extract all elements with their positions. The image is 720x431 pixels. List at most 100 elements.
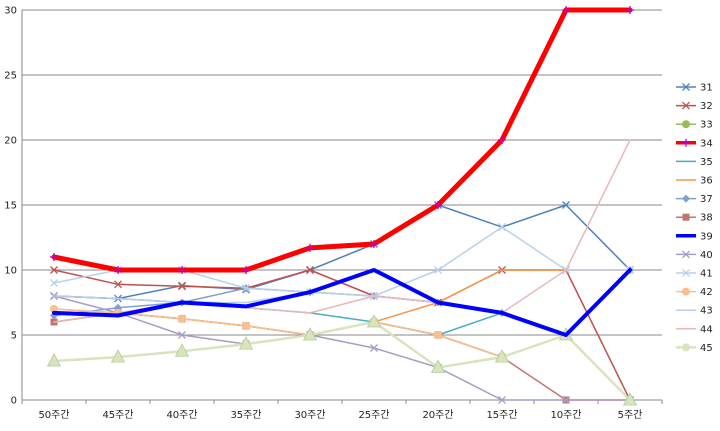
data-point-45 [238, 336, 254, 350]
data-point-41 [50, 279, 58, 287]
legend-label: 31 [700, 83, 713, 94]
legend-label: 39 [700, 231, 713, 242]
data-point-34 [626, 6, 634, 14]
data-point-40 [370, 344, 378, 352]
legend-item-44: 44 [676, 324, 713, 335]
data-point-34 [498, 136, 506, 144]
gridlines [21, 9, 663, 404]
y-axis-tick-labels: 0 5 10 15 20 25 30 [4, 6, 17, 407]
series-line-40 [53, 295, 631, 401]
data-point-45 [366, 314, 382, 328]
y-tick-label: 30 [4, 6, 17, 17]
legend-label: 43 [700, 306, 713, 317]
legend-item-40: 40 [676, 250, 713, 261]
data-point-45 [494, 349, 510, 363]
legend-item-45: 45 [676, 343, 713, 354]
legend-marker [682, 250, 690, 259]
series-39 [52, 268, 632, 337]
legend-label: 41 [700, 269, 713, 280]
y-tick-label: 20 [4, 136, 17, 147]
series-41 [50, 223, 634, 300]
x-tick-label: 25주간 [358, 409, 389, 421]
y-tick-label: 0 [11, 396, 17, 407]
data-point-41 [434, 266, 442, 274]
legend-marker [682, 101, 690, 110]
legend-marker [682, 194, 690, 203]
series-line-39 [52, 268, 632, 337]
x-tick-label: 10주간 [550, 409, 581, 421]
data-point-45 [430, 359, 446, 373]
legend-marker [682, 120, 690, 129]
legend-label: 33 [700, 120, 713, 131]
x-tick-label: 35주간 [230, 409, 261, 421]
data-point-45 [622, 392, 638, 406]
legend-item-41: 41 [676, 269, 713, 280]
legend: 31 32 33 34 35 36 37 38 39 40 41 42 43 44 45 [676, 83, 713, 354]
x-tick-label: 45주간 [102, 409, 133, 421]
legend-item-32: 32 [676, 101, 713, 112]
x-tick-label: 30주간 [294, 409, 325, 421]
legend-marker [682, 138, 690, 147]
legend-label: 44 [700, 324, 713, 335]
legend-label: 36 [700, 176, 713, 187]
legend-marker [682, 269, 690, 277]
legend-label: 40 [700, 250, 713, 261]
data-point-32 [50, 266, 58, 274]
legend-label: 35 [700, 157, 713, 168]
data-point-42 [242, 321, 250, 330]
data-point-45 [110, 349, 126, 363]
series-line-45 [52, 320, 632, 402]
series-45 [46, 314, 638, 406]
data-point-34 [370, 240, 378, 248]
x-tick-label: 20주간 [422, 409, 453, 421]
x-tick-label: 15주간 [486, 409, 517, 421]
data-point-34 [242, 266, 250, 274]
data-point-41 [242, 284, 250, 293]
legend-item-31: 31 [676, 83, 713, 94]
data-point-40 [498, 396, 506, 404]
data-point-32 [306, 266, 314, 274]
data-point-34 [50, 253, 58, 261]
legend-item-36: 36 [676, 176, 713, 187]
legend-label: 45 [700, 343, 713, 354]
data-point-42 [434, 331, 442, 339]
legend-item-39: 39 [676, 231, 713, 242]
x-axis-tick-labels: 50주간 45주간 40주간 35주간 30주간 25주간 20주간 15주간 10주간 5주간 [38, 409, 642, 421]
legend-marker [682, 83, 690, 91]
data-point-34 [434, 201, 442, 209]
data-point-45 [46, 353, 62, 367]
legend-label: 42 [700, 287, 713, 298]
data-point-34 [562, 6, 570, 14]
data-point-31 [562, 201, 570, 209]
data-point-40 [178, 331, 186, 339]
legend-label: 37 [700, 194, 713, 205]
legend-item-43: 43 [676, 306, 713, 317]
legend-item-38: 38 [676, 213, 713, 224]
y-tick-label: 25 [4, 71, 17, 82]
legend-label: 34 [700, 138, 713, 149]
data-point-34 [114, 266, 122, 274]
legend-marker [682, 287, 690, 296]
legend-item-37: 37 [676, 194, 713, 205]
data-point-32 [178, 282, 186, 291]
x-tick-label: 50주간 [38, 409, 69, 421]
data-point-45 [302, 327, 318, 341]
legend-item-35: 35 [676, 157, 713, 168]
series-31 [50, 201, 634, 303]
legend-item-34: 34 [676, 138, 713, 149]
data-point-45 [174, 343, 190, 357]
x-tick-label: 5주간 [618, 409, 643, 421]
legend-item-33: 33 [676, 120, 713, 131]
y-tick-label: 15 [4, 201, 17, 212]
data-point-34 [178, 266, 186, 274]
series-line-31 [53, 204, 631, 300]
series-34 [50, 6, 634, 274]
data-point-40 [562, 396, 570, 404]
data-point-32 [114, 280, 122, 289]
data-point-42 [178, 314, 186, 323]
series-line-34 [51, 7, 633, 273]
legend-label: 32 [700, 101, 713, 112]
y-tick-label: 10 [4, 266, 17, 277]
y-tick-label: 5 [11, 331, 17, 342]
